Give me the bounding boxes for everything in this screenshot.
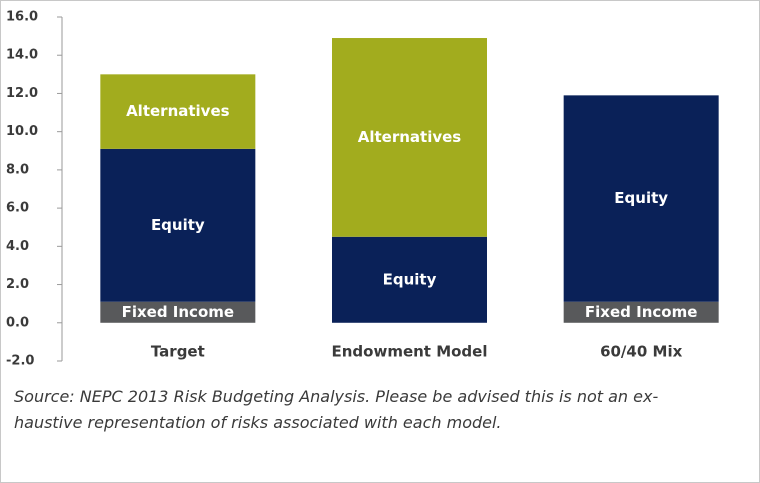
x-tick-label: Target: [151, 343, 205, 361]
x-tick-label: Endowment Model: [332, 343, 488, 361]
bar-segment: [332, 38, 487, 237]
segment-label: Fixed Income: [585, 303, 697, 321]
y-tick-label: 14.0: [6, 48, 38, 63]
y-tick-label: 2.0: [6, 277, 29, 292]
y-tick-label: 10.0: [6, 124, 38, 139]
source-line: Source: NEPC 2013 Risk Budgeting Analysi…: [14, 387, 659, 406]
y-tick-label: 8.0: [6, 162, 29, 177]
bar-segment: [563, 95, 719, 302]
y-tick-label: 0.0: [6, 315, 29, 330]
source-note: Source: NEPC 2013 Risk Budgeting Analysi…: [14, 384, 754, 436]
y-tick-label: -2.0: [6, 354, 34, 369]
segment-label: Alternatives: [126, 102, 230, 120]
source-line: haustive representation of risks associa…: [14, 413, 502, 432]
segment-label: Equity: [614, 189, 668, 207]
bar-segment: [100, 301, 256, 323]
segment-label: Alternatives: [358, 128, 462, 146]
y-tick-label: 12.0: [6, 86, 38, 101]
segment-label: Equity: [151, 216, 205, 234]
x-tick-label: 60/40 Mix: [600, 343, 683, 361]
segment-label: Fixed Income: [122, 303, 234, 321]
bar-segment: [563, 301, 719, 323]
bar-segment: [100, 74, 256, 149]
segment-label: Equity: [383, 270, 437, 288]
y-tick-label: 16.0: [6, 10, 38, 25]
y-tick-label: 4.0: [6, 239, 29, 254]
bar-segment: [332, 236, 487, 323]
y-tick-label: 6.0: [6, 201, 29, 216]
bar-segment: [100, 148, 256, 302]
